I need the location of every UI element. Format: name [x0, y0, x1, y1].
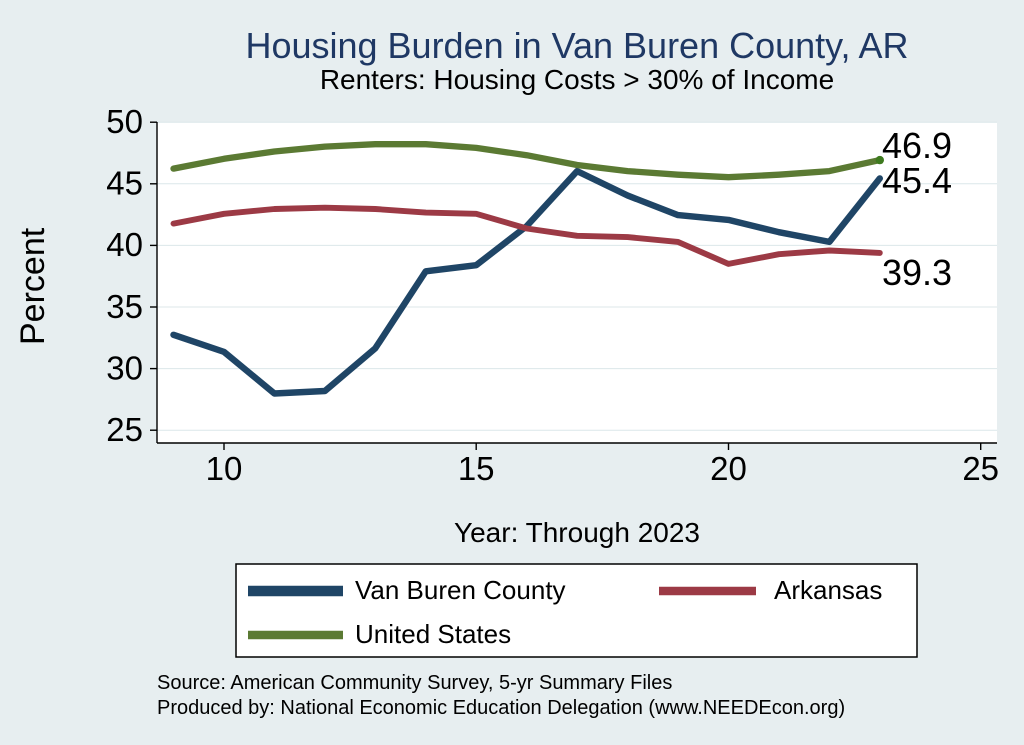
svg-text:35: 35 — [106, 288, 143, 325]
svg-text:39.3: 39.3 — [882, 252, 952, 293]
svg-text:United States: United States — [355, 619, 511, 649]
svg-text:45: 45 — [106, 165, 143, 202]
svg-text:25: 25 — [106, 411, 143, 448]
svg-text:45.4: 45.4 — [882, 160, 952, 201]
svg-text:15: 15 — [458, 450, 495, 487]
svg-text:Arkansas: Arkansas — [774, 575, 882, 605]
svg-text:50: 50 — [106, 103, 143, 140]
svg-text:30: 30 — [106, 349, 143, 386]
svg-text:20: 20 — [710, 450, 747, 487]
svg-text:Van Buren County: Van Buren County — [355, 575, 566, 605]
svg-text:40: 40 — [106, 226, 143, 263]
svg-text:25: 25 — [962, 450, 999, 487]
svg-text:10: 10 — [206, 450, 243, 487]
